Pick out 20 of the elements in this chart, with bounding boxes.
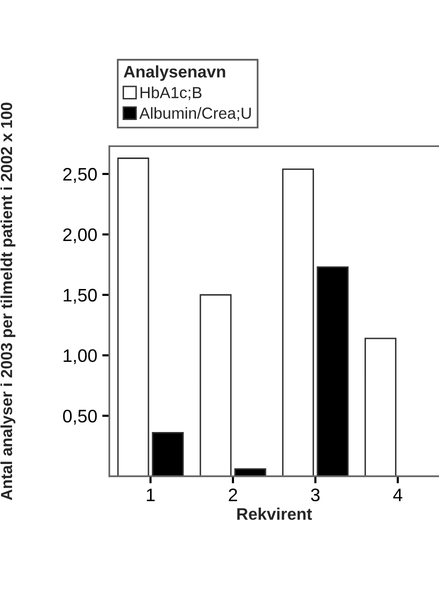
- x-tick-label: 4: [393, 488, 402, 502]
- bar: [152, 432, 184, 476]
- bar: [316, 266, 349, 476]
- bar: [117, 158, 150, 476]
- y-tick-label: 2,50: [63, 168, 97, 183]
- bar: [200, 294, 232, 476]
- x-tick-label: 3: [311, 488, 320, 502]
- legend-title: Analysenavn: [124, 65, 226, 81]
- y-tick-label: 1,50: [64, 288, 97, 304]
- y-tick-label: 2,00: [63, 228, 97, 244]
- y-tick-label: 1,00: [64, 349, 97, 364]
- x-tick-label: 2: [228, 488, 238, 502]
- x-tick-label: 1: [146, 488, 155, 502]
- bar: [364, 338, 396, 476]
- y-tick-label: 0,50: [63, 410, 97, 425]
- legend-label: HbA1c;B: [140, 86, 202, 100]
- bar: [282, 168, 314, 476]
- x-axis-title: Rekvirent: [237, 508, 312, 520]
- y-axis-title: Antal analyser i 2003 per tilmeldt patient i 2002 x 100: [0, 102, 16, 500]
- legend-label: Albumin/Crea;U: [139, 107, 251, 121]
